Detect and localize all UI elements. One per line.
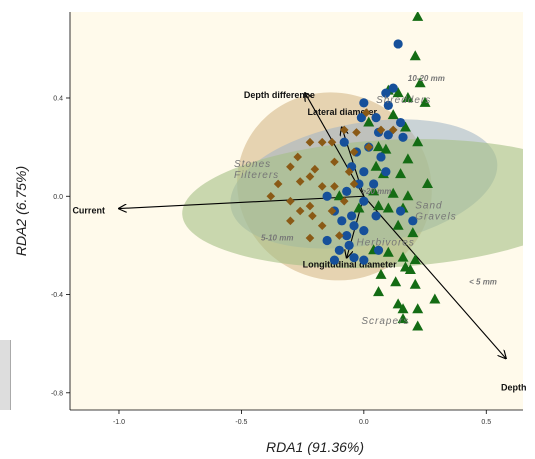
y-tick-label: 0.0 [53, 194, 63, 201]
group-label-scrapers: Scrapers [361, 316, 409, 327]
vector-label-current: Current [72, 205, 105, 215]
point-circle [342, 187, 351, 196]
point-circle [323, 192, 332, 201]
vector-label-depth: Depth [501, 382, 527, 392]
size-label: >20 mm [361, 187, 391, 196]
point-circle [323, 236, 332, 245]
point-circle [398, 133, 407, 142]
point-circle [335, 246, 344, 255]
point-circle [359, 197, 368, 206]
point-circle [359, 98, 368, 107]
group-label-line: Stones [234, 159, 271, 170]
point-circle [359, 167, 368, 176]
vector-label-longitudinal-diameter: Longitudinal diameter [303, 260, 398, 270]
x-axis-label: RDA1 (91.36%) [266, 439, 364, 455]
group-label-herbivores: Herbivores [356, 237, 414, 248]
x-tick-label: 0.5 [481, 419, 491, 426]
group-label-line: Shredders [376, 95, 431, 106]
y-tick-label: -0.4 [51, 292, 63, 299]
point-circle [376, 152, 385, 161]
point-circle [359, 256, 368, 265]
point-circle [347, 211, 356, 220]
size-label: 10-20 mm [408, 74, 445, 83]
vector-label-depth-difference: Depth difference [244, 90, 315, 100]
group-label-line: Gravels [415, 212, 456, 223]
point-circle [340, 138, 349, 147]
group-label-line: Herbivores [356, 237, 414, 248]
point-circle [396, 206, 405, 215]
group-label-line: Filterers [234, 170, 279, 181]
point-circle [337, 216, 346, 225]
point-circle [371, 113, 380, 122]
point-circle [345, 241, 354, 250]
point-circle [394, 39, 403, 48]
x-tick-label: 0.0 [359, 419, 369, 426]
point-circle [396, 118, 405, 127]
point-circle [381, 167, 390, 176]
x-tick-label: -1.0 [113, 419, 125, 426]
group-label-line: Sand [415, 201, 442, 212]
size-label: < 5 mm [469, 278, 497, 287]
point-circle [349, 221, 358, 230]
x-tick-label: -0.5 [235, 419, 247, 426]
y-axis-label: RDA2 (6.75%) [13, 166, 29, 256]
group-label-shredders: Shredders [376, 95, 431, 106]
point-circle [349, 253, 358, 262]
point-circle [359, 226, 368, 235]
point-circle [330, 256, 339, 265]
point-circle [371, 211, 380, 220]
group-label-line: Scrapers [361, 316, 409, 327]
y-tick-label: 0.4 [53, 95, 63, 102]
y-tick-label: -0.8 [51, 390, 63, 397]
size-label: 5-10 mm [261, 233, 293, 242]
